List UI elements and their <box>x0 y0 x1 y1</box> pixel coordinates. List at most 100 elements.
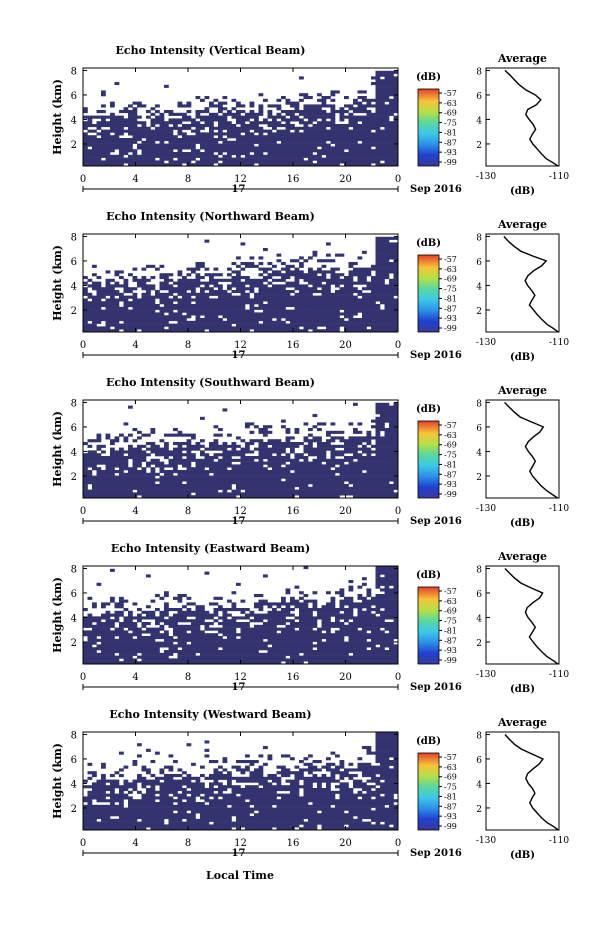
heatmap-cell <box>101 484 106 488</box>
heatmap-cell <box>348 439 354 443</box>
heatmap-cell <box>83 453 88 457</box>
heatmap-cell <box>308 276 313 280</box>
heatmap-cell <box>177 599 183 603</box>
heatmap-cell <box>87 118 93 122</box>
heatmap-cell <box>195 323 201 327</box>
heatmap-cell <box>276 315 282 319</box>
heatmap-cell <box>245 318 250 322</box>
heatmap-cell <box>348 450 354 454</box>
heatmap-cell <box>380 154 385 158</box>
heatmap-cell <box>312 154 318 158</box>
heatmap-cell <box>222 278 228 282</box>
heatmap-cell <box>294 453 300 457</box>
heatmap-cell <box>146 292 151 296</box>
heatmap-cell <box>294 472 300 476</box>
heatmap-cell <box>389 121 394 125</box>
heatmap-cell <box>105 284 111 288</box>
heatmap-cell <box>303 298 309 302</box>
heatmap-cell <box>200 146 205 150</box>
heatmap-cell <box>335 309 340 313</box>
heatmap-cell <box>240 163 246 167</box>
heatmap-cell <box>290 118 295 122</box>
heatmap-cell <box>258 110 264 114</box>
heatmap-cell <box>213 304 219 308</box>
heatmap-cell <box>164 135 169 139</box>
heatmap-cell <box>218 107 223 111</box>
heatmap-cell <box>236 638 241 642</box>
heatmap-cell <box>276 329 282 333</box>
heatmap-cell <box>141 124 147 128</box>
heatmap-cell <box>146 464 151 468</box>
heatmap-cell <box>173 287 178 291</box>
heatmap-cell <box>353 464 358 468</box>
heatmap-cell <box>326 115 331 119</box>
heatmap-cell <box>285 478 291 482</box>
heatmap-cell <box>303 456 309 460</box>
heatmap-cell <box>389 157 394 161</box>
avg-profile-line <box>504 69 559 167</box>
heatmap-cell <box>195 622 201 626</box>
heatmap-cell <box>186 433 192 437</box>
heatmap-cell <box>204 661 210 665</box>
heatmap-cell <box>177 475 183 479</box>
heatmap-cell <box>195 129 201 133</box>
y-tick-label: 2 <box>71 472 77 483</box>
heatmap-cell <box>272 450 277 454</box>
heatmap-cell <box>348 442 354 446</box>
heatmap-cell <box>173 458 178 462</box>
heatmap-cell <box>177 284 183 288</box>
heatmap-cell <box>137 304 142 308</box>
heatmap-cell <box>200 470 205 474</box>
heatmap-cell <box>114 478 120 482</box>
heatmap-cell <box>204 273 210 277</box>
heatmap-cell <box>186 115 192 119</box>
heatmap-cell <box>231 326 237 330</box>
heatmap-cell <box>384 273 390 277</box>
heatmap-cell <box>105 475 111 479</box>
heatmap-cell <box>321 118 327 122</box>
heatmap-cell <box>389 405 394 409</box>
heatmap-cell <box>294 323 300 327</box>
heatmap-cell <box>177 281 183 285</box>
heatmap-cell <box>384 242 390 246</box>
heatmap-cell <box>105 622 111 626</box>
heatmap-cell <box>380 104 385 108</box>
heatmap-cell <box>168 132 174 136</box>
heatmap-cell <box>159 284 165 288</box>
heatmap-cell <box>173 160 178 164</box>
heatmap-cell <box>389 306 394 310</box>
heatmap-cell <box>254 475 259 479</box>
heatmap-cell <box>204 461 210 465</box>
heatmap-cell <box>96 121 102 125</box>
heatmap-cell <box>281 284 286 288</box>
heatmap-cell <box>209 486 214 490</box>
heatmap-cell <box>119 613 124 617</box>
heatmap-cell <box>299 304 304 308</box>
heatmap-cell <box>380 458 385 462</box>
heatmap-cell <box>258 152 264 156</box>
heatmap-cell <box>389 416 394 420</box>
heatmap-cell <box>348 262 354 266</box>
heatmap-cell <box>375 262 381 266</box>
heatmap-cell <box>173 658 178 662</box>
heatmap-cell <box>182 146 187 150</box>
heatmap-cell <box>150 492 156 496</box>
heatmap-cell <box>132 129 138 133</box>
heatmap-cell <box>123 329 129 333</box>
heatmap-cell <box>357 146 363 150</box>
heatmap-cell <box>123 492 129 496</box>
heatmap-cell <box>123 320 129 324</box>
heatmap-cell <box>132 309 138 313</box>
heatmap-cell <box>164 143 169 147</box>
heatmap-cell <box>375 101 381 105</box>
heatmap-cell <box>245 112 250 116</box>
heatmap-cell <box>236 304 241 308</box>
heatmap-cell <box>105 661 111 665</box>
heatmap-cell <box>272 121 277 125</box>
heatmap-cell <box>339 143 345 147</box>
heatmap-cell <box>177 138 183 142</box>
heatmap-cell <box>384 456 390 460</box>
heatmap-cell <box>182 329 187 333</box>
heatmap-cell <box>137 312 142 316</box>
heatmap-cell <box>330 121 336 125</box>
